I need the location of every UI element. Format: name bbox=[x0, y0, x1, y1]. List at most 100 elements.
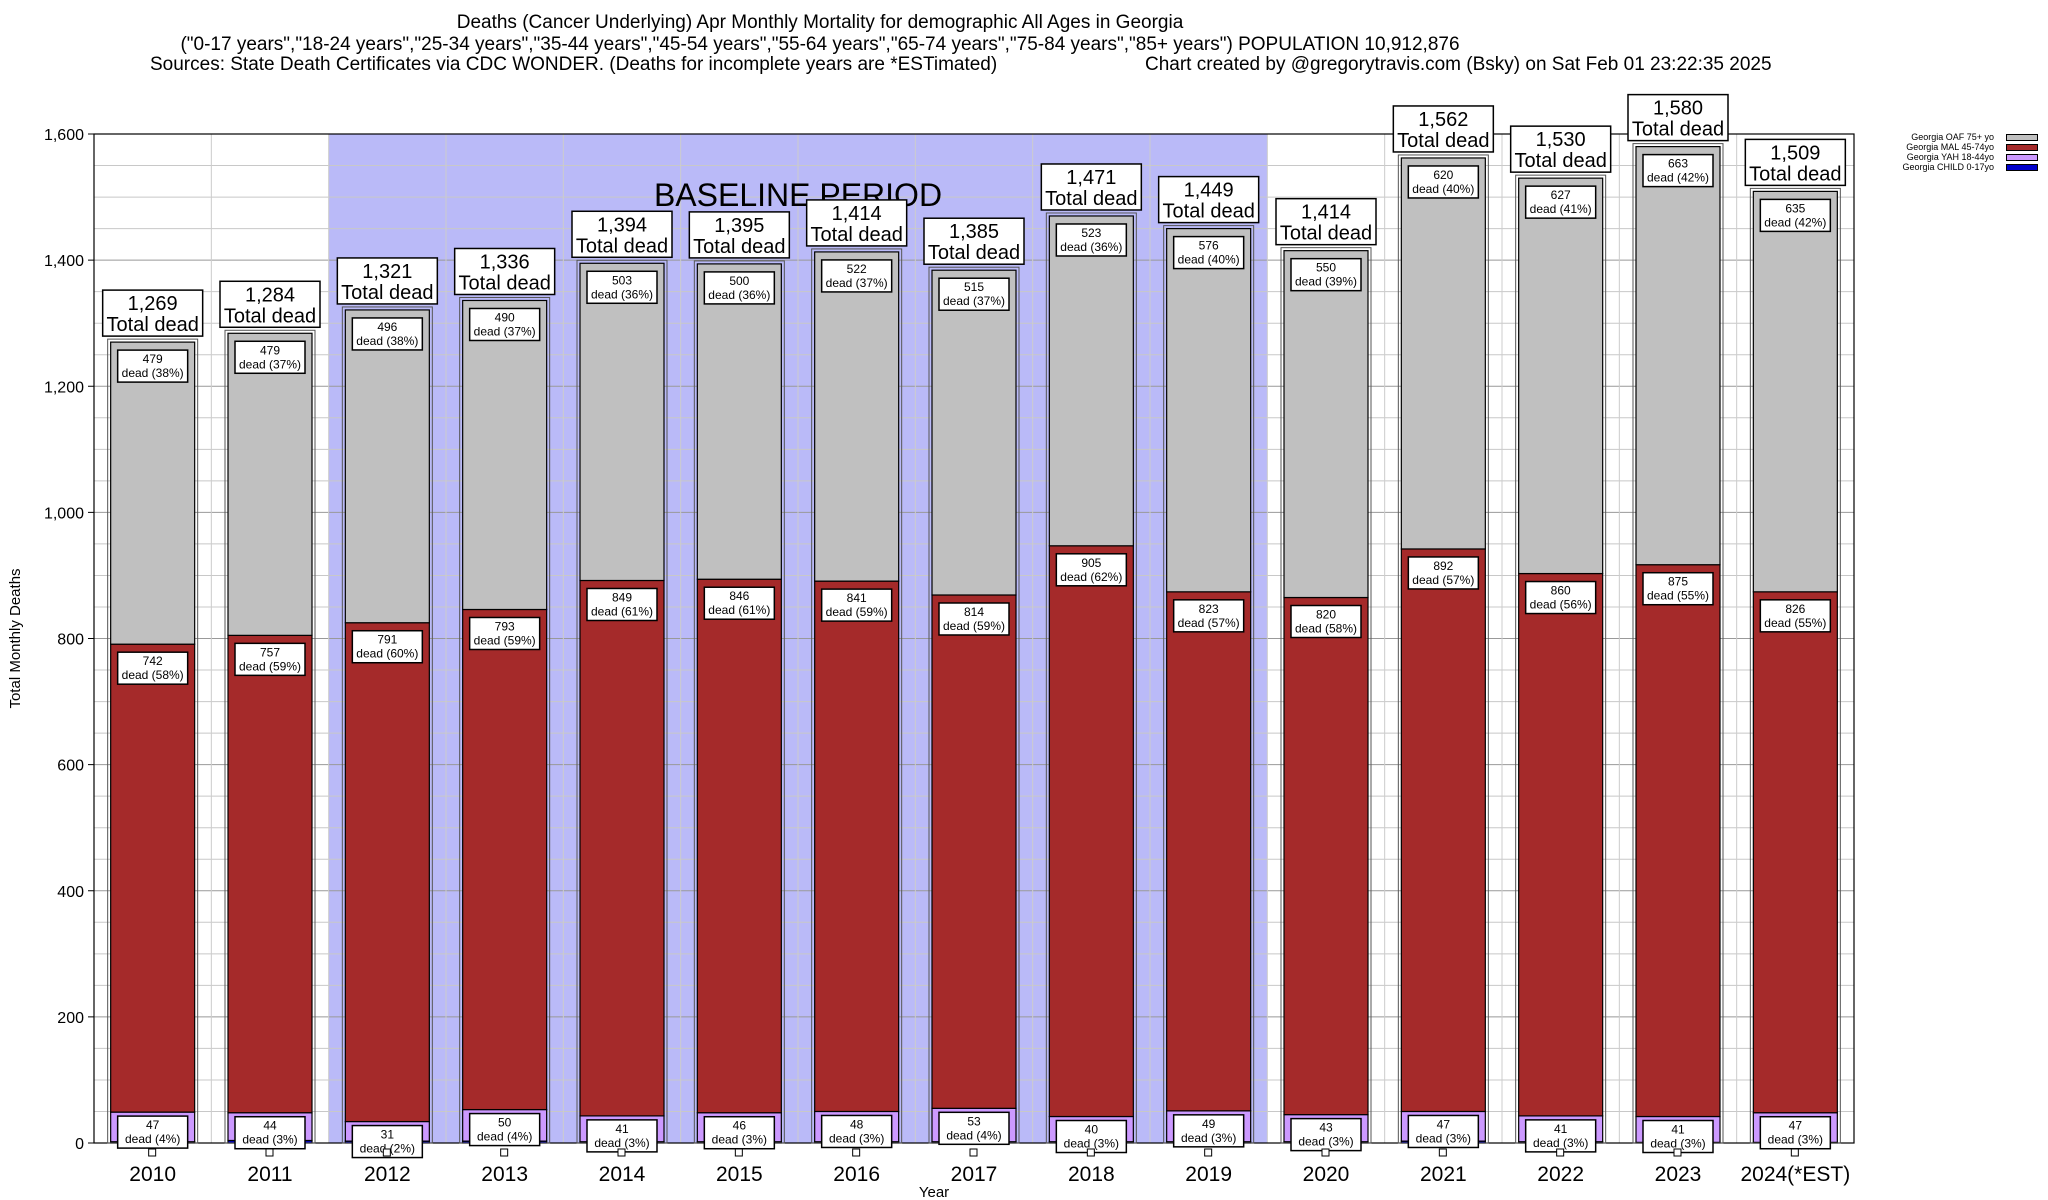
total-value: 1,580 bbox=[1653, 98, 1703, 120]
oaf-label-value: 490 bbox=[495, 310, 515, 324]
yah-label-box bbox=[820, 1114, 893, 1149]
mal-label-value: 791 bbox=[377, 633, 397, 647]
y-tick-label: 1,200 bbox=[44, 379, 84, 396]
yah-label-percent: dead (3%) bbox=[1181, 1131, 1236, 1145]
oaf-label-box bbox=[1055, 223, 1128, 257]
total-box bbox=[1275, 197, 1377, 246]
legend-swatch bbox=[2006, 164, 2038, 171]
total-label: Total dead bbox=[459, 272, 551, 294]
oaf-label-value: 479 bbox=[143, 352, 163, 366]
yah-label-value: 41 bbox=[615, 1122, 629, 1136]
total-box bbox=[571, 210, 673, 259]
child-marker bbox=[617, 1148, 626, 1157]
yah-label-value: 50 bbox=[498, 1116, 512, 1130]
total-value: 1,385 bbox=[949, 221, 999, 243]
yah-label-value: 43 bbox=[1319, 1121, 1333, 1135]
yah-label-percent: dead (4%) bbox=[946, 1128, 1001, 1142]
mal-label-box bbox=[116, 651, 189, 685]
mal-label-box bbox=[1524, 580, 1597, 615]
legend-label: Georgia CHILD 0-17yo bbox=[1902, 162, 1994, 172]
mal-label-percent: dead (56%) bbox=[1530, 598, 1592, 612]
bar-segment bbox=[227, 332, 313, 636]
total-value: 1,509 bbox=[1770, 142, 1820, 164]
mal-label-box bbox=[938, 602, 1010, 636]
total-label: Total dead bbox=[576, 235, 668, 257]
oaf-label-box bbox=[234, 340, 306, 375]
bar-segment bbox=[1635, 146, 1721, 566]
y-tick-label: 0 bbox=[75, 1136, 84, 1153]
mal-label-value: 742 bbox=[143, 654, 163, 668]
x-tick-label: 2012 bbox=[364, 1163, 411, 1186]
bar-segment bbox=[462, 299, 548, 611]
mal-label-percent: dead (59%) bbox=[239, 659, 301, 673]
oaf-label-box bbox=[468, 307, 541, 342]
bar-segment bbox=[931, 594, 1017, 1109]
oaf-label-value: 496 bbox=[377, 320, 397, 334]
yah-label-value: 46 bbox=[733, 1119, 747, 1133]
bar-segment bbox=[1518, 572, 1604, 1117]
oaf-label-percent: dead (36%) bbox=[1060, 240, 1122, 254]
yah-label-value: 47 bbox=[146, 1118, 160, 1132]
total-value: 1,414 bbox=[1301, 202, 1351, 224]
total-value: 1,449 bbox=[1184, 180, 1234, 202]
bar-segment bbox=[1166, 227, 1252, 593]
x-tick-label: 2021 bbox=[1420, 1163, 1467, 1186]
bar-segment bbox=[227, 634, 313, 1114]
total-box bbox=[101, 289, 204, 337]
bar-segment bbox=[344, 622, 430, 1123]
mal-label-value: 846 bbox=[729, 589, 749, 603]
bar-segment bbox=[110, 341, 196, 645]
x-tick-label: 2020 bbox=[1303, 1163, 1350, 1186]
total-label: Total dead bbox=[341, 282, 433, 304]
oaf-label-value: 576 bbox=[1199, 239, 1219, 253]
mal-label-box bbox=[1290, 604, 1362, 639]
oaf-label-value: 479 bbox=[260, 343, 280, 357]
yah-label-percent: dead (3%) bbox=[829, 1131, 884, 1145]
yah-label-value: 53 bbox=[967, 1114, 981, 1128]
mal-label-percent: dead (57%) bbox=[1412, 573, 1474, 587]
mal-label-value: 841 bbox=[847, 591, 867, 605]
yah-label-percent: dead (3%) bbox=[712, 1133, 767, 1147]
mal-label-value: 905 bbox=[1081, 556, 1101, 570]
bar-segment bbox=[1400, 157, 1486, 550]
bar-segment bbox=[1166, 591, 1252, 1112]
total-box bbox=[805, 199, 908, 247]
oaf-label-value: 550 bbox=[1316, 261, 1336, 275]
yah-label-value: 48 bbox=[850, 1117, 864, 1131]
total-label: Total dead bbox=[107, 314, 199, 336]
oaf-label-box bbox=[351, 317, 424, 351]
total-box bbox=[923, 217, 1025, 265]
yah-label-percent: dead (3%) bbox=[1533, 1136, 1588, 1150]
oaf-label-value: 620 bbox=[1433, 168, 1453, 182]
yah-label-value: 31 bbox=[381, 1128, 395, 1142]
total-box bbox=[1744, 138, 1847, 187]
yah-label-percent: dead (3%) bbox=[594, 1136, 649, 1150]
total-value: 1,395 bbox=[714, 215, 764, 237]
mal-label-value: 849 bbox=[612, 590, 632, 604]
total-value: 1,284 bbox=[245, 284, 295, 306]
total-label: Total dead bbox=[928, 242, 1020, 264]
yah-label-percent: dead (3%) bbox=[1064, 1137, 1119, 1151]
yah-label-box bbox=[234, 1115, 306, 1150]
yah-label-percent: dead (3%) bbox=[1416, 1131, 1471, 1145]
mal-label-percent: dead (61%) bbox=[708, 603, 770, 617]
mal-label-value: 860 bbox=[1551, 584, 1571, 598]
mal-label-box bbox=[1172, 599, 1245, 633]
yah-label-percent: dead (3%) bbox=[1298, 1135, 1353, 1149]
bar-segment bbox=[1518, 177, 1604, 575]
oaf-label-value: 523 bbox=[1081, 226, 1101, 240]
mal-label-value: 875 bbox=[1668, 575, 1688, 589]
mal-label-box bbox=[703, 586, 776, 620]
y-tick-label: 1,400 bbox=[44, 253, 84, 270]
oaf-label-percent: dead (37%) bbox=[826, 276, 888, 290]
y-axis-label: Total Monthly Deaths bbox=[7, 568, 24, 708]
mal-label-percent: dead (55%) bbox=[1764, 616, 1826, 630]
x-tick-label: 2013 bbox=[481, 1163, 528, 1186]
bar-segment bbox=[931, 269, 1017, 596]
child-marker bbox=[969, 1148, 978, 1157]
oaf-label-percent: dead (40%) bbox=[1412, 182, 1474, 196]
oaf-label-percent: dead (40%) bbox=[1178, 253, 1240, 267]
oaf-label-percent: dead (38%) bbox=[356, 334, 418, 348]
mal-label-value: 793 bbox=[495, 619, 515, 633]
yah-label-value: 47 bbox=[1789, 1119, 1803, 1133]
